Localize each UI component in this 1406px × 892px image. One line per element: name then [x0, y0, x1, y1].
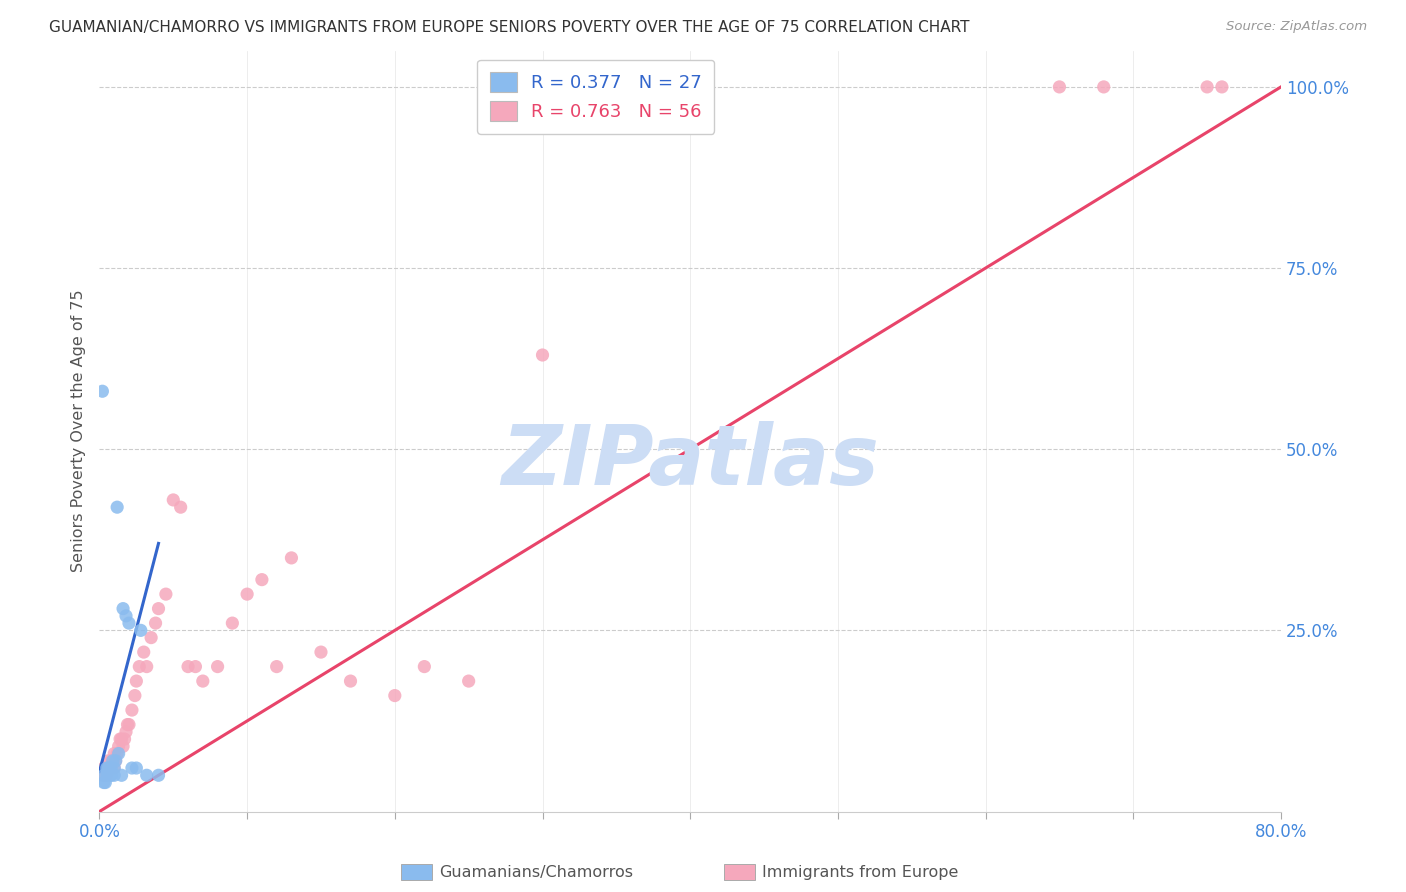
Point: [1211, 79, 1233, 94]
Point: [169, 500, 191, 515]
Point: [221, 616, 243, 631]
Point: [118, 616, 141, 631]
Point: [100, 761, 122, 775]
Point: [105, 747, 128, 761]
Point: [250, 573, 273, 587]
Point: [93, 775, 115, 789]
Point: [96, 768, 118, 782]
Point: [191, 674, 214, 689]
Point: [97, 754, 120, 768]
Point: [107, 739, 129, 754]
Point: [103, 768, 125, 782]
Point: [97, 761, 120, 775]
Point: [112, 739, 135, 754]
Point: [139, 631, 162, 645]
Point: [94, 775, 117, 789]
Point: [132, 645, 155, 659]
Point: [98, 761, 121, 775]
Point: [101, 754, 124, 768]
Point: [177, 659, 200, 673]
Text: ZIPatlas: ZIPatlas: [502, 421, 879, 502]
Point: [124, 689, 146, 703]
Point: [93, 768, 115, 782]
Point: [94, 768, 117, 782]
Point: [148, 768, 170, 782]
Point: [121, 703, 143, 717]
Point: [93, 761, 115, 775]
Point: [93, 768, 115, 782]
Text: Guamanians/Chamorros: Guamanians/Chamorros: [439, 865, 633, 880]
Point: [104, 754, 127, 768]
Point: [266, 659, 288, 673]
Point: [114, 732, 136, 747]
Point: [103, 747, 125, 761]
Point: [650, 79, 672, 94]
Point: [135, 768, 157, 782]
Text: Source: ZipAtlas.com: Source: ZipAtlas.com: [1226, 20, 1367, 33]
Point: [121, 761, 143, 775]
Point: [105, 500, 128, 515]
Point: [100, 768, 122, 782]
Point: [110, 768, 132, 782]
Point: [96, 768, 118, 782]
Point: [148, 601, 170, 615]
Point: [98, 761, 121, 775]
Point: [118, 717, 141, 731]
Point: [135, 659, 157, 673]
Y-axis label: Seniors Poverty Over the Age of 75: Seniors Poverty Over the Age of 75: [72, 290, 86, 573]
Point: [280, 550, 302, 565]
Point: [155, 587, 177, 601]
Point: [103, 761, 125, 775]
Point: [128, 659, 150, 673]
Point: [96, 761, 118, 775]
Point: [117, 717, 139, 731]
Point: [115, 608, 138, 623]
Point: [101, 754, 124, 768]
Point: [104, 754, 127, 768]
Text: Immigrants from Europe: Immigrants from Europe: [762, 865, 959, 880]
Point: [115, 724, 138, 739]
Point: [413, 659, 436, 673]
Point: [207, 659, 229, 673]
Point: [1197, 79, 1219, 94]
Point: [162, 492, 184, 507]
Legend: R = 0.377   N = 27, R = 0.763   N = 56: R = 0.377 N = 27, R = 0.763 N = 56: [477, 60, 714, 134]
Point: [1049, 79, 1071, 94]
Point: [145, 616, 167, 631]
Point: [100, 754, 122, 768]
Point: [125, 761, 148, 775]
Point: [97, 768, 120, 782]
Point: [108, 732, 131, 747]
Point: [97, 761, 120, 775]
Point: [110, 732, 132, 747]
Point: [309, 645, 332, 659]
Point: [107, 747, 129, 761]
Point: [98, 768, 121, 782]
Point: [384, 689, 406, 703]
Point: [125, 674, 148, 689]
Point: [184, 659, 207, 673]
Text: GUAMANIAN/CHAMORRO VS IMMIGRANTS FROM EUROPE SENIORS POVERTY OVER THE AGE OF 75 : GUAMANIAN/CHAMORRO VS IMMIGRANTS FROM EU…: [49, 20, 970, 35]
Point: [91, 768, 114, 782]
Point: [531, 348, 554, 362]
Point: [100, 761, 122, 775]
Point: [91, 384, 114, 399]
Point: [1092, 79, 1115, 94]
Point: [129, 624, 152, 638]
Point: [112, 601, 135, 615]
Point: [339, 674, 361, 689]
Point: [103, 761, 125, 775]
Point: [96, 761, 118, 775]
Point: [457, 674, 479, 689]
Point: [236, 587, 259, 601]
